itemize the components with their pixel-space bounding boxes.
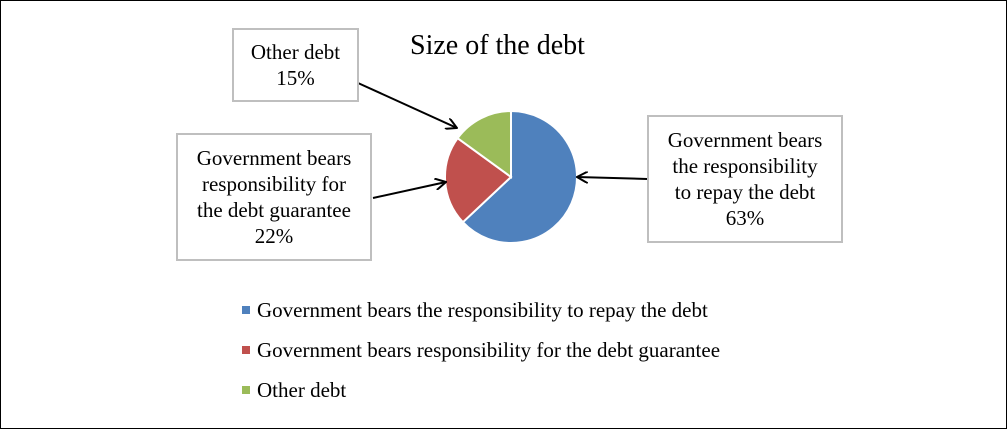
- data-label-guarantee-line: responsibility for: [201, 172, 347, 196]
- data-label-other-value: 15%: [276, 66, 315, 90]
- data-label-guarantee-line: Government bears: [196, 146, 352, 170]
- pie-slice-repay[interactable]: [461, 109, 578, 244]
- data-label-repay: Government bears the responsibility to r…: [647, 115, 843, 243]
- legend: Government bears the responsibility to r…: [242, 290, 720, 410]
- data-label-other-line: Other debt: [250, 40, 341, 64]
- data-label-repay-value: 63%: [725, 206, 765, 230]
- leader-line-other: [357, 82, 457, 128]
- data-label-guarantee: Government bears responsibility for the …: [176, 133, 372, 261]
- legend-swatch-guarantee: [242, 346, 250, 354]
- leader-line-repay: [577, 177, 648, 179]
- legend-swatch-repay: [242, 306, 250, 314]
- legend-swatch-other: [242, 386, 250, 394]
- data-label-repay-line: the responsibility: [672, 154, 818, 178]
- pie-slice-other[interactable]: [456, 109, 512, 179]
- data-label-other: Other debt 15%: [232, 28, 359, 102]
- legend-item-repay[interactable]: Government bears the responsibility to r…: [242, 290, 720, 330]
- leader-line-guarantee: [372, 182, 446, 199]
- data-label-repay-line: Government bears: [667, 128, 823, 152]
- chart-title: Size of the debt: [410, 30, 585, 61]
- legend-label-guarantee: Government bears responsibility for the …: [257, 337, 721, 362]
- data-label-repay-line: to repay the debt: [674, 180, 816, 204]
- data-label-guarantee-value: 22%: [254, 224, 294, 248]
- data-label-guarantee-line: the debt guarantee: [197, 198, 351, 222]
- legend-label-other: Other debt: [257, 377, 347, 402]
- legend-item-other[interactable]: Other debt: [242, 370, 720, 410]
- legend-item-guarantee[interactable]: Government bears responsibility for the …: [242, 330, 720, 370]
- legend-label-repay: Government bears the responsibility to r…: [257, 297, 708, 322]
